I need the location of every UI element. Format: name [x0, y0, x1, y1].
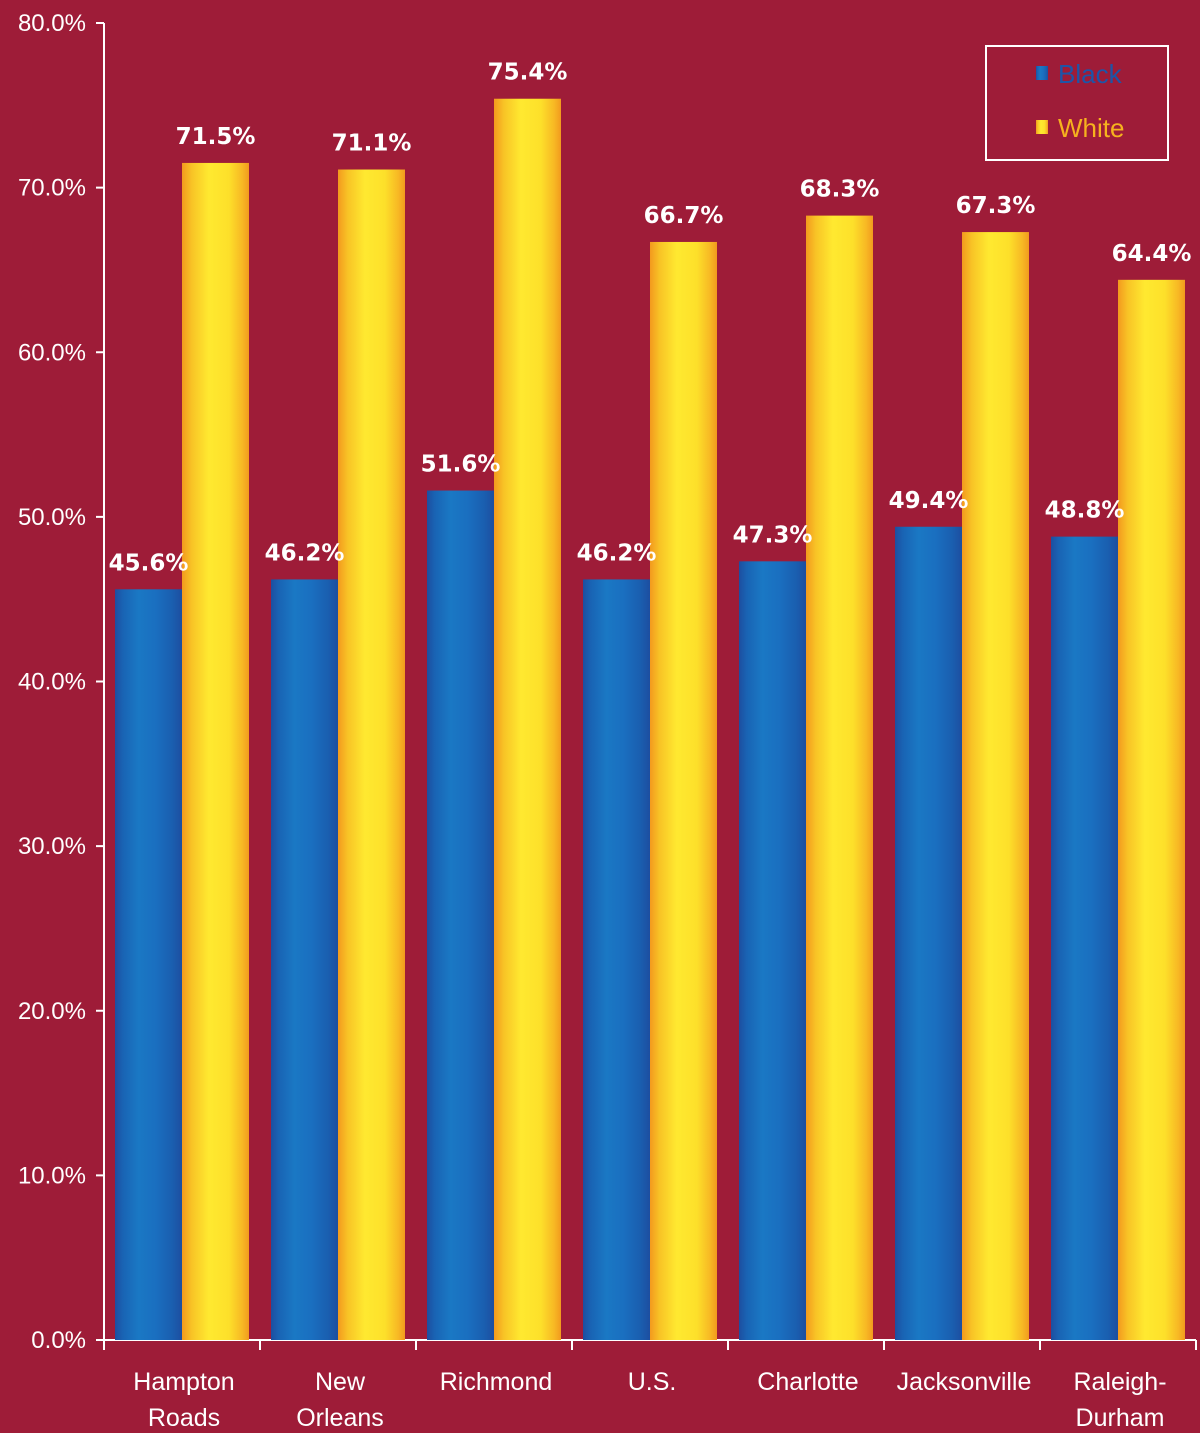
- bar-black: [1051, 536, 1118, 1340]
- data-label-black: 46.2%: [577, 540, 657, 566]
- axes: 0.0% 10.0% 20.0% 30.0% 40.0% 50.0% 60.0% 70.0% 8…: [18, 10, 1197, 1432]
- legend-box: [985, 45, 1169, 161]
- bar-white: [182, 162, 249, 1340]
- bar-white: [650, 241, 717, 1340]
- y-tick-label: 10.0%: [18, 1162, 86, 1189]
- bar-white: [806, 215, 873, 1341]
- y-tick-label: 80.0%: [18, 10, 86, 37]
- category-label: Charlotte: [757, 1368, 858, 1396]
- y-tick-label: 0.0%: [31, 1327, 86, 1354]
- category-label: Richmond: [440, 1368, 553, 1396]
- data-label-white: 71.1%: [332, 131, 412, 157]
- bar-black: [115, 589, 182, 1340]
- y-tick-label: 60.0%: [18, 339, 86, 366]
- y-tick-label: 20.0%: [18, 998, 86, 1025]
- bar-white: [338, 169, 405, 1341]
- data-label-white: 66.7%: [644, 203, 724, 229]
- legend: Black White: [985, 45, 1169, 161]
- bar-white: [1118, 279, 1185, 1341]
- y-tick-label: 50.0%: [18, 504, 86, 531]
- data-label-black: 46.2%: [265, 540, 345, 566]
- data-label-black: 49.4%: [889, 488, 969, 514]
- bars: [115, 98, 1185, 1341]
- data-label-white: 67.3%: [956, 193, 1036, 219]
- category-label: Hampton Roads: [133, 1368, 234, 1432]
- category-label: Raleigh-Durham: [1073, 1368, 1166, 1432]
- data-label-black: 48.8%: [1045, 498, 1125, 524]
- legend-swatch-black: [1036, 66, 1048, 80]
- bar-black: [583, 579, 650, 1340]
- legend-label-black: Black: [1058, 59, 1123, 89]
- legend-swatch-white: [1036, 120, 1048, 134]
- data-labels: 45.6% 46.2% 51.6% 46.2% 47.3% 49.4% 48.8% 71.5%…: [109, 60, 1192, 577]
- category-label: New Orleans: [296, 1368, 384, 1432]
- bar-black: [895, 526, 962, 1340]
- y-tick-label: 40.0%: [18, 669, 86, 696]
- bar-black: [427, 490, 494, 1340]
- y-tick-label: 70.0%: [18, 175, 86, 202]
- bar-white: [962, 232, 1029, 1341]
- bar-white: [494, 98, 561, 1340]
- data-label-white: 75.4%: [488, 60, 568, 86]
- data-label-white: 71.5%: [176, 124, 256, 150]
- bar-black: [739, 561, 806, 1340]
- data-label-black: 51.6%: [421, 452, 501, 478]
- data-label-white: 64.4%: [1112, 241, 1192, 267]
- bar-black: [271, 579, 338, 1340]
- data-label-black: 47.3%: [733, 522, 813, 548]
- category-label: Jacksonville: [897, 1368, 1032, 1396]
- category-label: U.S.: [628, 1368, 677, 1396]
- data-label-black: 45.6%: [109, 550, 189, 576]
- y-tick-label: 30.0%: [18, 833, 86, 860]
- legend-label-white: White: [1058, 113, 1124, 143]
- data-label-white: 68.3%: [800, 177, 880, 203]
